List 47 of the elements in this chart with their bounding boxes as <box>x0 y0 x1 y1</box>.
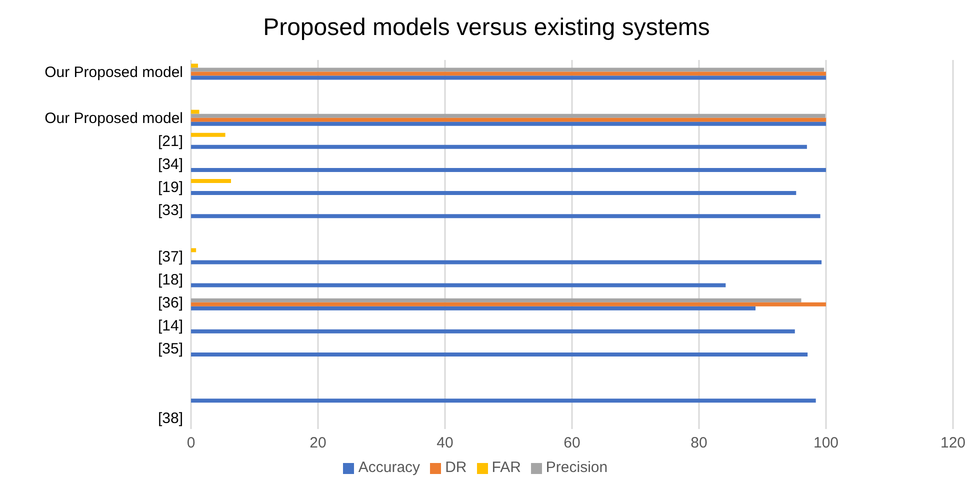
bar <box>191 76 826 80</box>
y-tick-label: [37] <box>158 248 183 266</box>
x-tick-label: 60 <box>564 434 580 452</box>
legend-label: FAR <box>492 459 521 476</box>
bar <box>191 298 802 302</box>
bar <box>191 114 826 118</box>
bar <box>191 302 826 306</box>
y-tick-label: [34] <box>158 156 183 174</box>
x-tick-label: 80 <box>690 434 708 452</box>
y-tick-label: [33] <box>158 202 183 220</box>
y-tick-label: Our Proposed model <box>44 64 183 81</box>
y-tick-label: [21] <box>158 133 183 150</box>
legend-label: Accuracy <box>358 459 420 476</box>
y-tick-label: [36] <box>158 294 183 312</box>
y-tick-label: Our Proposed model <box>44 110 183 127</box>
x-tick-label: 0 <box>186 434 196 452</box>
bar <box>191 179 232 184</box>
chart-title: Proposed models versus existing systems <box>262 13 711 43</box>
bar <box>191 68 824 72</box>
bar <box>191 329 795 334</box>
bar <box>191 64 198 68</box>
bar <box>191 191 796 196</box>
bar <box>191 248 196 252</box>
bar <box>191 168 826 172</box>
x-tick-label: 40 <box>436 434 454 452</box>
y-tick-label: [38] <box>158 410 183 427</box>
bar <box>191 72 826 76</box>
bar <box>191 132 226 137</box>
x-tick-label: 120 <box>940 434 966 452</box>
bar <box>191 122 826 126</box>
bar <box>191 214 820 218</box>
legend-label: DR <box>445 459 467 476</box>
bar <box>191 110 200 114</box>
bar <box>191 118 826 122</box>
bar <box>191 398 816 403</box>
y-tick-label: [19] <box>158 179 183 196</box>
y-tick-label: [18] <box>158 271 183 288</box>
bar <box>191 352 808 356</box>
legend-label: Precision <box>546 459 608 476</box>
x-tick-label: 20 <box>310 434 326 452</box>
bar <box>191 144 807 149</box>
bar <box>191 260 822 264</box>
x-tick-label: 100 <box>813 434 839 452</box>
bar <box>191 306 756 310</box>
y-tick-label: [35] <box>158 340 183 358</box>
bar <box>191 283 726 288</box>
y-tick-label: [14] <box>158 318 183 335</box>
